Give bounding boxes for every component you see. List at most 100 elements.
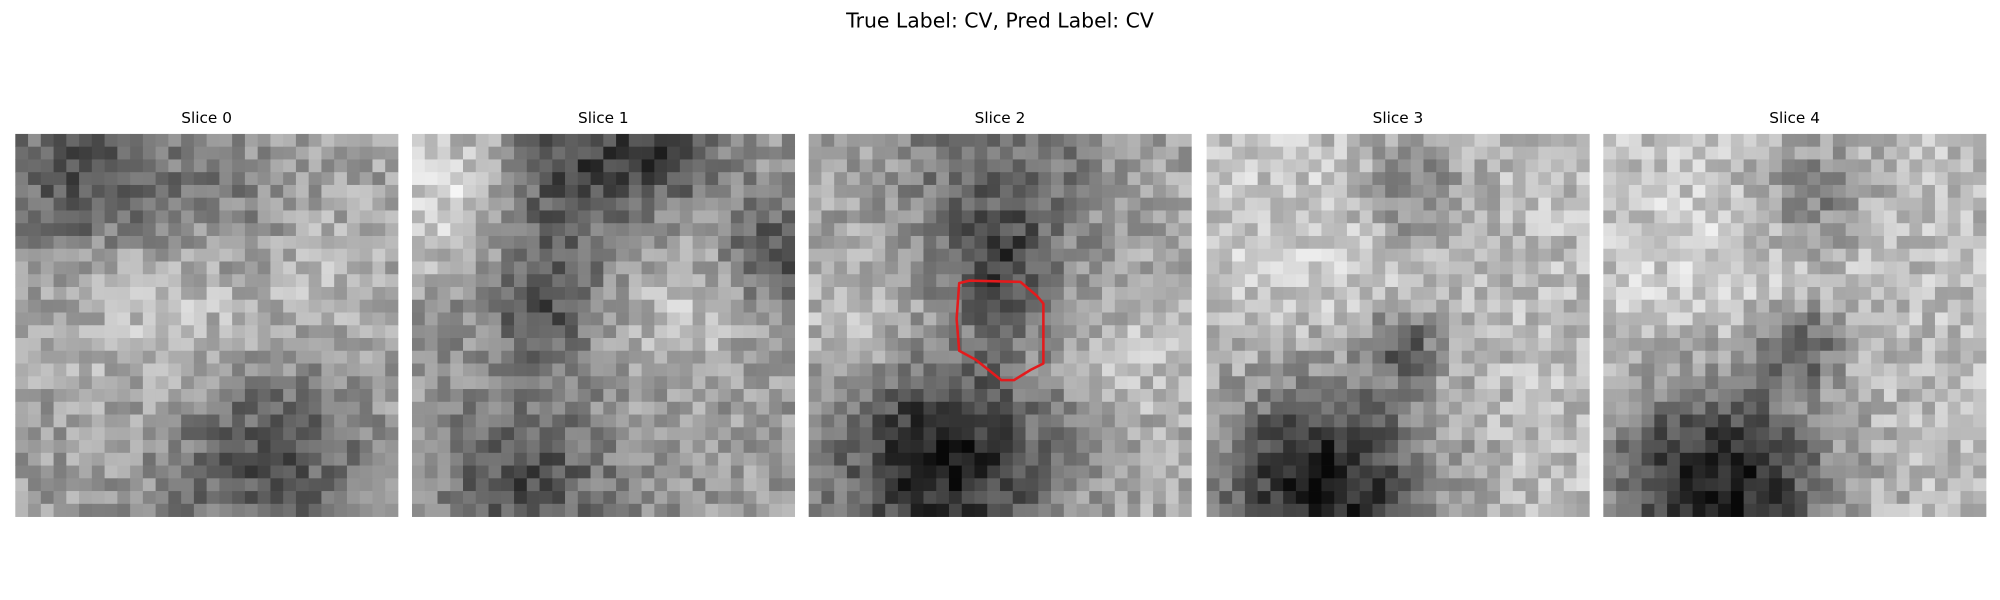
pixel [821, 465, 835, 479]
pixel [257, 389, 271, 403]
pixel [1359, 350, 1373, 364]
pixel [168, 133, 182, 148]
pixel [321, 261, 335, 275]
pixel [53, 312, 67, 326]
pixel [1474, 478, 1488, 492]
pixel [616, 210, 630, 224]
pixel [385, 172, 399, 186]
pixel [846, 248, 861, 262]
pixel [1947, 299, 1961, 313]
pixel [1038, 389, 1052, 403]
pixel [1616, 503, 1630, 517]
pixel [808, 210, 822, 224]
pixel [692, 440, 706, 454]
pixel [1832, 274, 1847, 288]
pixel [424, 478, 438, 492]
pixel [1487, 376, 1501, 390]
pixel [628, 427, 642, 441]
pixel [974, 350, 988, 364]
pixel [1576, 235, 1590, 250]
pixel [206, 159, 220, 173]
pixel [1551, 350, 1565, 364]
pixel [1385, 146, 1399, 160]
pixel [1705, 146, 1719, 160]
pixel [616, 299, 630, 313]
pixel [193, 452, 208, 466]
pixel [130, 210, 144, 224]
pixel [1692, 503, 1706, 517]
pixel [1563, 478, 1577, 492]
pixel [283, 350, 297, 364]
pixel [1244, 401, 1259, 415]
pixel [616, 286, 630, 301]
pixel [1165, 414, 1179, 428]
pixel [1922, 184, 1936, 199]
pixel [1781, 299, 1796, 313]
pixel [104, 401, 118, 415]
pixel [193, 146, 208, 160]
pixel [1845, 414, 1859, 428]
pixel [821, 184, 835, 199]
pixel [372, 312, 386, 326]
pixel [168, 325, 182, 339]
pixel [654, 197, 668, 211]
pixel [872, 325, 886, 339]
pixel [885, 261, 899, 275]
pixel [936, 133, 950, 148]
pixel [219, 286, 233, 301]
pixel [1295, 427, 1310, 441]
pixel [1114, 376, 1128, 390]
pixel [1140, 503, 1154, 517]
pixel [437, 452, 451, 466]
pixel [1512, 133, 1526, 148]
pixel [1178, 414, 1192, 428]
pixel [1551, 146, 1565, 160]
pixel [15, 376, 29, 390]
pixel [1922, 172, 1936, 186]
pixel [1896, 248, 1910, 262]
pixel [1883, 197, 1898, 211]
pixel [142, 389, 156, 403]
pixel [1654, 427, 1668, 441]
pixel [1654, 210, 1668, 224]
pixel [514, 440, 528, 454]
pixel [1178, 452, 1192, 466]
pixel [488, 338, 502, 352]
pixel [987, 389, 1001, 403]
pixel [910, 274, 924, 288]
pixel [910, 503, 924, 517]
pixel [1743, 503, 1757, 517]
pixel [193, 338, 208, 352]
pixel [705, 159, 719, 173]
pixel [206, 172, 220, 186]
pixel [1165, 350, 1179, 364]
pixel [1667, 286, 1681, 301]
pixel [1397, 274, 1412, 288]
pixel [1654, 452, 1668, 466]
pixel [514, 389, 528, 403]
pixel [1947, 452, 1961, 466]
pixel [679, 312, 693, 326]
pixel [1051, 261, 1065, 275]
pixel [1718, 159, 1732, 173]
pixel [1012, 146, 1026, 160]
pixel [475, 261, 489, 275]
pixel [1563, 312, 1577, 326]
pixel [552, 414, 566, 428]
pixel [463, 325, 477, 339]
pixel [1321, 248, 1335, 262]
pixel [1922, 427, 1936, 441]
pixel [948, 210, 963, 224]
pixel [1820, 210, 1834, 224]
pixel [667, 197, 681, 211]
pixel [1219, 325, 1233, 339]
pixel [53, 376, 67, 390]
pixel [1232, 235, 1246, 250]
pixel [730, 223, 745, 237]
pixel [539, 465, 553, 479]
pixel [346, 376, 361, 390]
pixel [270, 146, 284, 160]
pixel [923, 491, 937, 505]
pixel [117, 325, 131, 339]
pixel [15, 503, 29, 517]
